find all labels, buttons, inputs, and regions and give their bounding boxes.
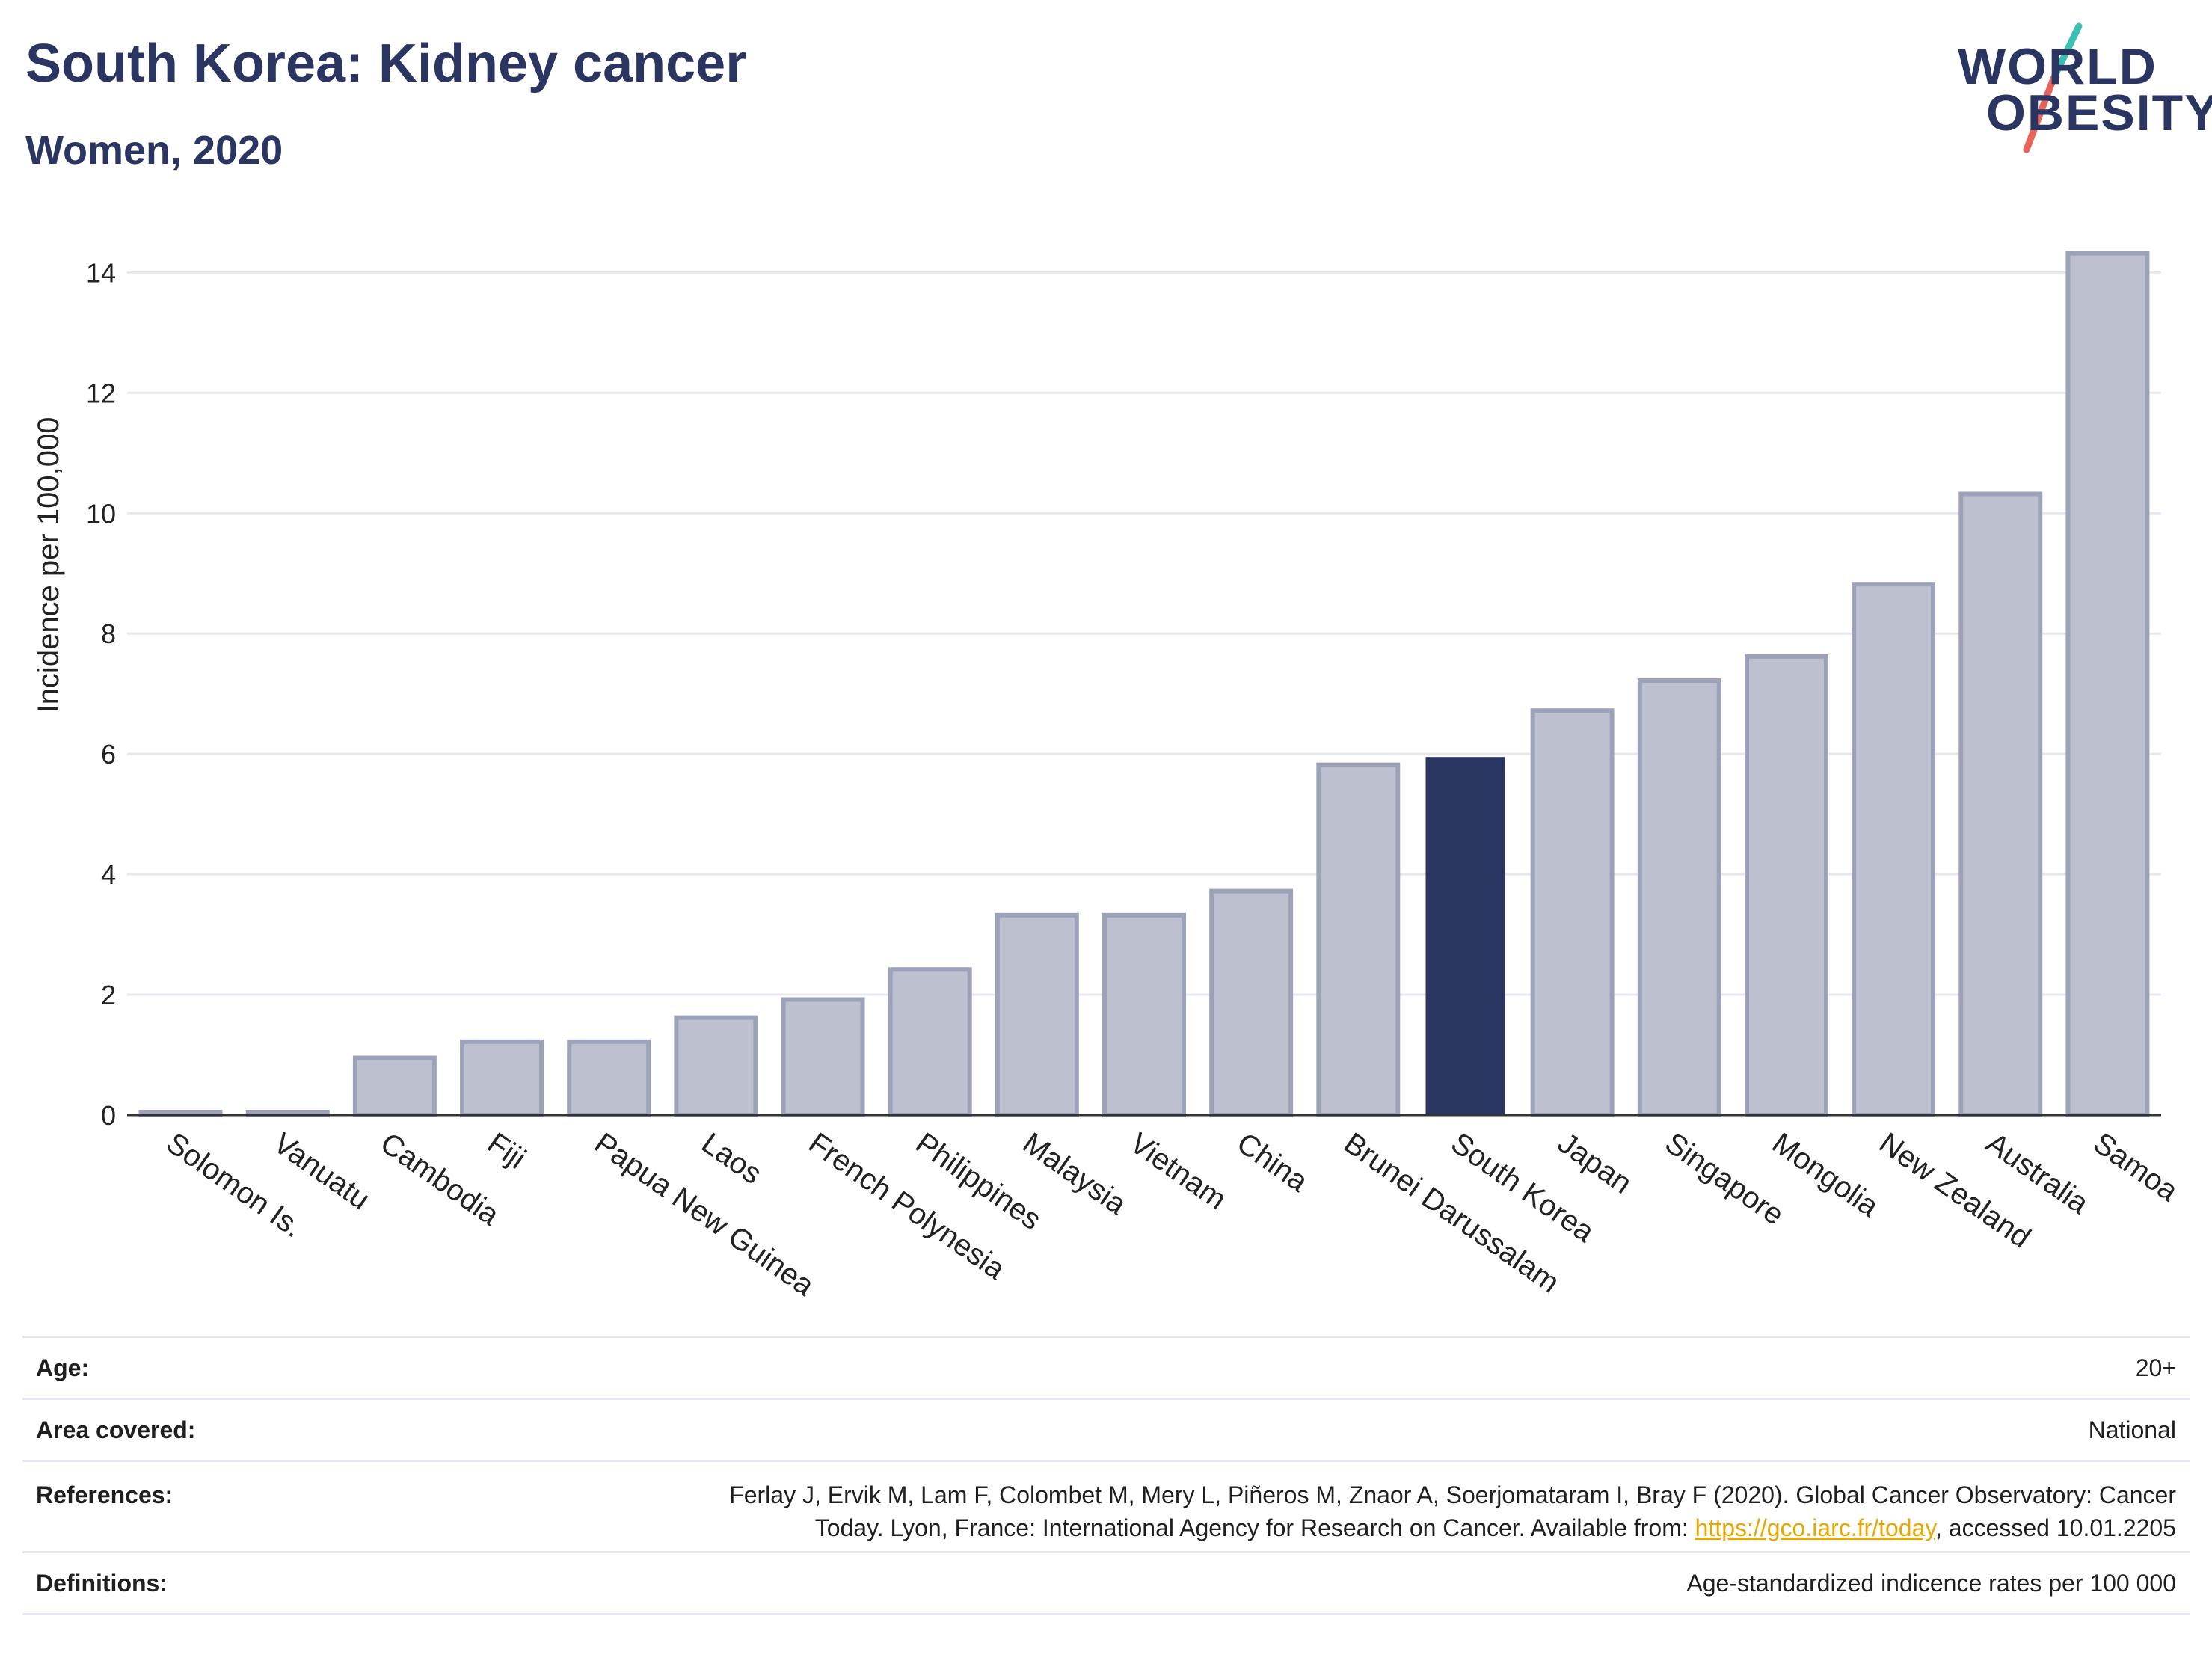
references-link[interactable]: https://gco.iarc.fr/today — [1695, 1514, 1935, 1541]
bars — [138, 251, 2150, 1118]
bar — [995, 912, 1079, 1117]
bar — [1530, 708, 1615, 1117]
definitions-value: Age-standardized indicence rates per 100… — [1686, 1570, 2176, 1597]
x-tick-label: Japan — [1552, 1126, 1638, 1200]
age-label: Age: — [36, 1354, 90, 1381]
y-axis-ticks: 0 2 4 6 8 10 12 14 — [86, 257, 116, 1131]
bar — [1102, 912, 1186, 1117]
bar — [352, 1055, 437, 1117]
bar — [674, 1015, 758, 1117]
y-tick-label: 0 — [101, 1100, 116, 1131]
y-tick-label: 12 — [86, 378, 116, 408]
y-tick-label: 10 — [86, 498, 116, 529]
references-value: Ferlay J, Ervik M, Lam F, Colombet M, Me… — [729, 1479, 2176, 1544]
world-obesity-logo: WORLD OBESITY — [1952, 22, 2212, 157]
x-tick-label: Singapore — [1659, 1126, 1790, 1232]
y-tick-label: 2 — [101, 980, 116, 1010]
x-tick-label: Laos — [695, 1126, 767, 1191]
y-axis-title: Incidence per 100,000 — [32, 417, 65, 713]
x-tick-label: Fiji — [482, 1126, 532, 1175]
y-tick-label: 4 — [101, 859, 116, 890]
references-label: References: — [36, 1481, 173, 1508]
chart-title: South Korea: Kidney cancer — [25, 34, 747, 93]
y-tick-label: 8 — [101, 618, 116, 649]
info-row-references: References: Ferlay J, Ervik M, Lam F, Co… — [22, 1460, 2190, 1551]
x-tick-label: French Polynesia — [802, 1126, 1011, 1286]
y-tick-label: 6 — [101, 739, 116, 770]
bar — [2065, 251, 2150, 1117]
bar — [781, 997, 865, 1118]
info-table: Age: 20+ Area covered: National Referenc… — [22, 1336, 2190, 1615]
bar-highlight — [1425, 757, 1505, 1115]
area-value: National — [2088, 1416, 2176, 1443]
info-row-area: Area covered: National — [22, 1398, 2190, 1460]
bar — [1637, 678, 1721, 1117]
bar — [1316, 762, 1401, 1117]
age-value: 20+ — [2135, 1354, 2176, 1381]
chart-subtitle: Women, 2020 — [25, 128, 283, 173]
x-tick-label: Cambodia — [375, 1126, 506, 1232]
bar — [1744, 654, 1828, 1117]
references-text-1: Ferlay J, Ervik M, Lam F, Colombet M, Me… — [729, 1481, 2176, 1508]
bar — [1852, 582, 1936, 1117]
bar — [888, 967, 972, 1117]
logo-word-obesity: OBESITY — [1986, 85, 2212, 141]
bar — [1958, 491, 2043, 1117]
definitions-label: Definitions: — [36, 1570, 168, 1597]
y-tick-label: 14 — [86, 257, 116, 288]
x-tick-label: China — [1231, 1126, 1314, 1198]
bar — [1209, 888, 1294, 1117]
bar-chart: 0 2 4 6 8 10 12 14 Solomon Is.VanuatuCambodiaFi… — [32, 251, 2184, 1303]
bar — [460, 1039, 544, 1118]
area-label: Area covered: — [36, 1416, 196, 1443]
info-row-definitions: Definitions: Age-standardized indicence … — [22, 1551, 2190, 1615]
references-text-3: , accessed 10.01.2205 — [1935, 1514, 2176, 1541]
x-tick-label: Samoa — [2087, 1126, 2184, 1208]
logo-word-world: WORLD — [1958, 38, 2157, 95]
logo-slash-icon — [2023, 22, 2083, 153]
bar — [567, 1039, 651, 1118]
x-tick-label: Vietnam — [1124, 1126, 1232, 1216]
references-text-2: Today. Lyon, France: International Agenc… — [814, 1514, 1695, 1541]
info-row-age: Age: 20+ — [22, 1336, 2190, 1398]
